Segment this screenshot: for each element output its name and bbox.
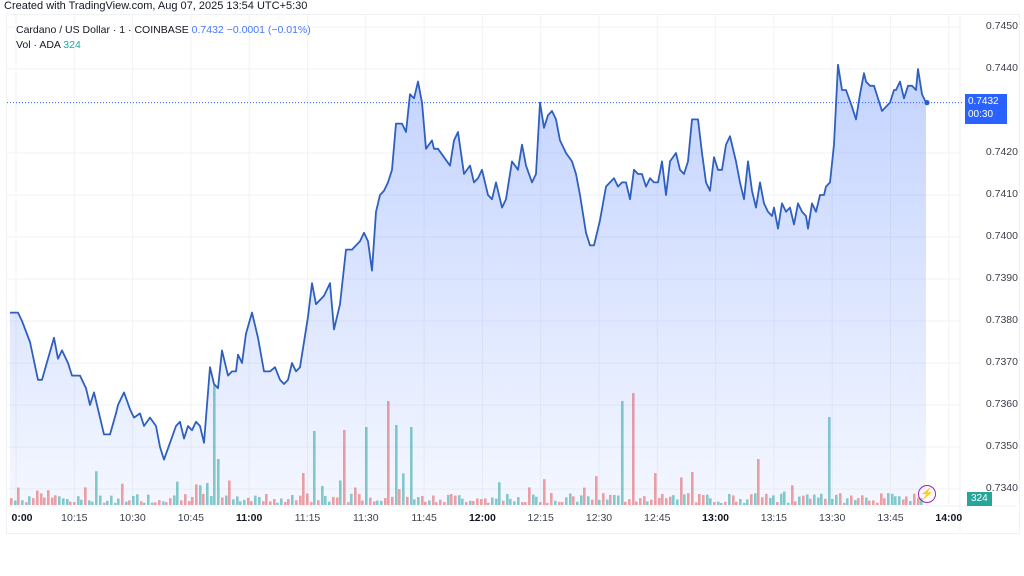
price-tick-label: 0.7360: [985, 398, 1018, 410]
last-price: 0.7432: [191, 24, 224, 36]
price-tick-label: 0.7350: [985, 440, 1018, 452]
volume-label[interactable]: Vol · ADA: [16, 39, 61, 51]
price-tick-label: 0.7390: [985, 272, 1018, 284]
time-tick-label: 11:00: [236, 512, 263, 524]
time-tick-label: 13:15: [760, 512, 788, 524]
lightning-icon[interactable]: ⚡: [918, 485, 936, 503]
time-tick-label: 10:15: [61, 512, 88, 524]
price-tick-label: 0.7440: [985, 62, 1018, 74]
price-tick-label: 0.7420: [985, 146, 1018, 158]
time-tick-label: 12:30: [585, 512, 613, 524]
time-tick-label: 13:30: [819, 512, 846, 524]
price-area-fill: [10, 64, 926, 506]
price-tick-label: 0.7410: [985, 188, 1018, 200]
time-tick-label: 11:15: [294, 512, 321, 524]
time-tick-label: 12:00: [468, 512, 496, 524]
price-tick-label: 0.7340: [985, 482, 1018, 494]
symbol-title[interactable]: Cardano / US Dollar · 1 · COINBASE: [16, 24, 189, 36]
time-tick-label: 0:00: [11, 512, 33, 524]
price-tick-label: 0.7450: [985, 20, 1018, 32]
price-tag-value: 0.7432: [968, 96, 999, 107]
price-tick-label: 0.7370: [985, 356, 1018, 368]
price-change: −0.0001 (−0.01%): [226, 24, 311, 36]
time-tick-label: 14:00: [935, 512, 963, 524]
time-tick-label: 10:30: [119, 512, 146, 524]
time-tick-label: 13:00: [702, 512, 730, 524]
price-line[interactable]: [10, 63, 927, 461]
time-tick-label: 12:45: [644, 512, 671, 524]
last-price-tag: 0.7432 00:30: [965, 94, 1007, 124]
price-tick-label: 0.7400: [985, 230, 1018, 242]
credit-text: Created with TradingView.com, Aug 07, 20…: [4, 0, 308, 12]
volume-value: 324: [63, 39, 81, 51]
time-tick-label: 11:45: [411, 512, 437, 524]
time-tick-label: 12:15: [527, 512, 554, 524]
price-tag-countdown: 00:30: [968, 109, 994, 120]
volume-tag: 324: [967, 492, 992, 506]
price-tick-label: 0.7380: [985, 314, 1018, 326]
last-point-marker: [924, 100, 930, 106]
time-tick-label: 13:45: [877, 512, 904, 524]
time-tick-label: 10:45: [177, 512, 205, 524]
chart-legend: Cardano / US Dollar · 1 · COINBASE 0.743…: [16, 23, 311, 53]
time-tick-label: 11:30: [353, 512, 379, 524]
